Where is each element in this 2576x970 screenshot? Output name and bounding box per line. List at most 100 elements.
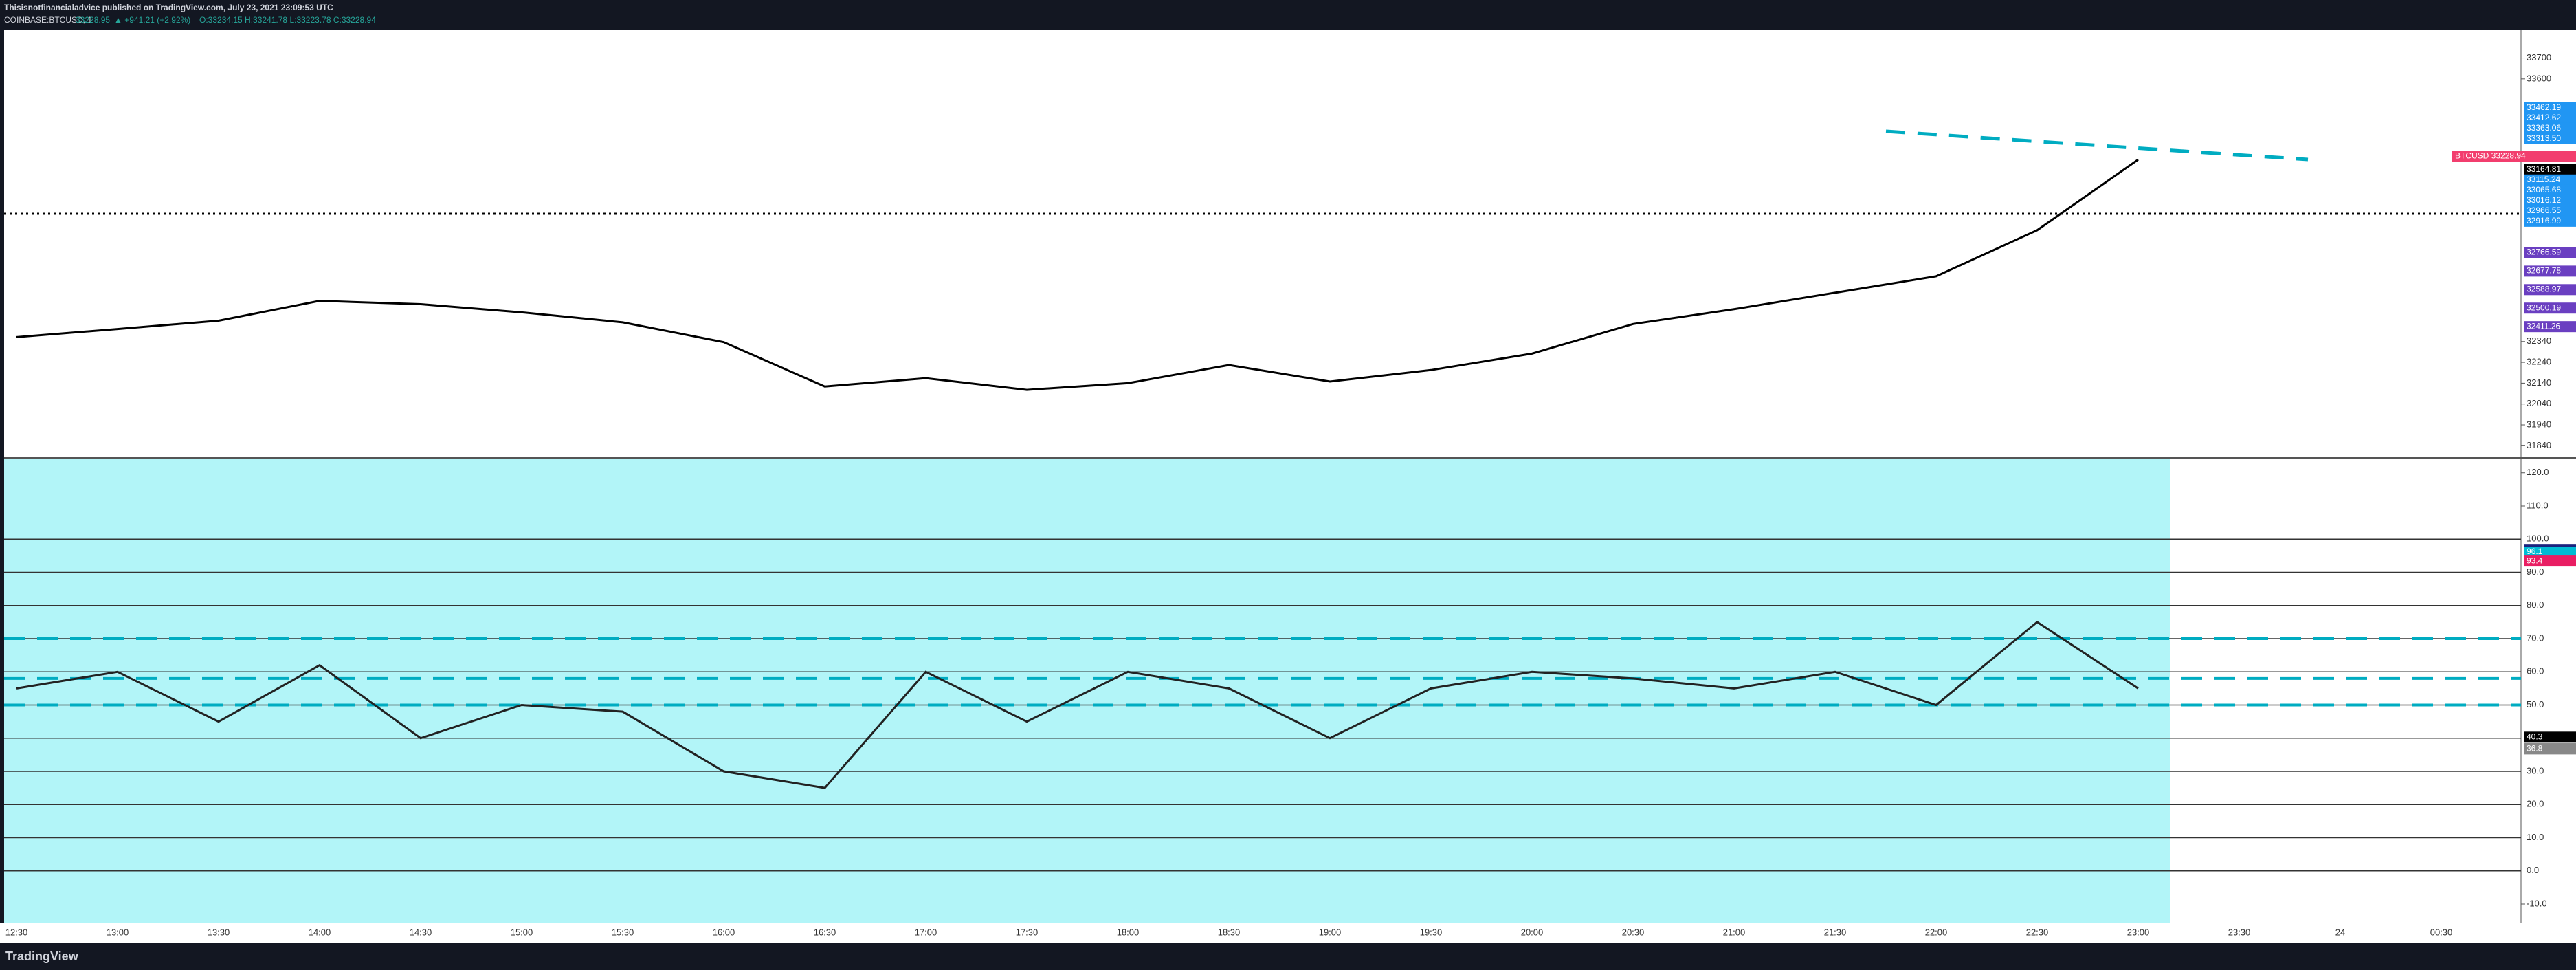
y-tick-label: 32140 [2527, 377, 2551, 388]
ohlc: O:33234.15 H:33241.78 L:33223.78 C:33228… [199, 15, 376, 25]
value-tag-label: 40.3 [2527, 731, 2543, 741]
value-tag-label: 32500.19 [2527, 302, 2561, 312]
x-tick-label: 14:30 [410, 927, 432, 937]
last: 33228.95 [76, 15, 110, 25]
x-tick-label: 12:30 [5, 927, 28, 937]
y-tick-label: 110.0 [2527, 500, 2549, 510]
value-tag-label: 33065.68 [2527, 185, 2561, 195]
y-tick-label: 31840 [2527, 440, 2551, 450]
y-tick-label: 33700 [2527, 52, 2551, 63]
value-tag [2524, 547, 2576, 558]
x-tick-label: 20:30 [1622, 927, 1645, 937]
x-tick-label: 24 [2335, 927, 2345, 937]
value-tag-label: 33164.81 [2527, 164, 2561, 174]
x-tick-label: 19:00 [1319, 927, 1342, 937]
value-tag-label: 93.4 [2527, 555, 2543, 565]
x-tick-label: 23:30 [2228, 927, 2251, 937]
publisher: Thisisnotfinancialadvice published on Tr… [4, 3, 333, 12]
x-tick-label: 16:00 [713, 927, 735, 937]
value-tag [2524, 247, 2576, 258]
value-tag [2524, 284, 2576, 296]
x-tick-label: 22:30 [2026, 927, 2049, 937]
y-tick-label: 32340 [2527, 335, 2551, 346]
value-tag-label: 32588.97 [2527, 284, 2561, 294]
value-tag-label: 33363.06 [2527, 123, 2561, 133]
y-tick-label: 120.0 [2527, 467, 2549, 477]
y-tick-label: 50.0 [2527, 699, 2544, 709]
time-axis [0, 923, 2576, 943]
value-tag [2524, 321, 2576, 333]
value-tag-label: 32766.59 [2527, 247, 2561, 257]
value-tag-label: 32411.26 [2527, 321, 2560, 331]
value-tag [2524, 112, 2576, 124]
y-tick-label: 31940 [2527, 419, 2551, 429]
value-tag [2524, 205, 2576, 217]
x-tick-label: 20:00 [1521, 927, 1544, 937]
x-tick-label: 23:00 [2127, 927, 2150, 937]
value-tag [2524, 133, 2576, 144]
value-tag-label: 32677.78 [2527, 266, 2561, 276]
value-tag [2524, 102, 2576, 113]
value-tag-label: 36.8 [2527, 743, 2543, 753]
value-tag-label: 33462.19 [2527, 102, 2561, 112]
value-tag [2524, 215, 2576, 227]
y-tick-label: -10.0 [2527, 898, 2547, 908]
x-tick-label: 00:30 [2430, 927, 2453, 937]
footer [0, 943, 2576, 970]
x-tick-label: 22:00 [1925, 927, 1948, 937]
value-tag-label: 33313.50 [2527, 133, 2561, 143]
y-tick-label: 32040 [2527, 398, 2551, 408]
series-line [16, 621, 2139, 789]
x-tick-label: 21:30 [1824, 927, 1847, 937]
value-tag-label: 96.1 [2527, 547, 2543, 556]
y-tick-label: 33600 [2527, 73, 2551, 83]
y-tick-label: 60.0 [2527, 666, 2544, 676]
y-tick-label: 90.0 [2527, 566, 2544, 577]
x-tick-label: 16:30 [814, 927, 836, 937]
value-tag [2524, 174, 2576, 186]
x-tick-label: 17:30 [1016, 927, 1039, 937]
x-tick-label: 18:30 [1218, 927, 1241, 937]
x-tick-label: 19:30 [1420, 927, 1443, 937]
x-tick-label: 13:30 [208, 927, 230, 937]
value-tag-label: 32916.99 [2527, 216, 2561, 225]
value-tag [2524, 731, 2576, 743]
value-tag-label: 33412.62 [2527, 113, 2561, 122]
y-tick-label: 32240 [2527, 357, 2551, 367]
x-tick-label: 14:00 [309, 927, 331, 937]
value-tag [2524, 265, 2576, 277]
x-tick-label: 21:00 [1723, 927, 1746, 937]
top-bar [0, 0, 2576, 30]
y-tick-label: 0.0 [2527, 865, 2539, 875]
value-tag [2524, 555, 2576, 567]
value-tag [2524, 164, 2576, 175]
x-tick-label: 17:00 [915, 927, 937, 937]
x-tick-label: 13:00 [107, 927, 129, 937]
y-tick-label: 10.0 [2527, 832, 2544, 842]
change: ▲ +941.21 (+2.92%) [114, 15, 190, 25]
brand: TradingView [5, 949, 79, 963]
x-tick-label: 15:00 [511, 927, 533, 937]
series-line [16, 158, 2139, 391]
x-tick-label: 15:30 [612, 927, 634, 937]
trendline [1885, 129, 2309, 162]
y-tick-label: 80.0 [2527, 599, 2544, 610]
symbol: COINBASE:BTCUSD, 1 [4, 15, 92, 25]
price-panel [4, 30, 2521, 457]
value-tag-label: 32966.55 [2527, 206, 2561, 215]
y-tick-label: 30.0 [2527, 765, 2544, 775]
x-tick-label: 18:00 [1117, 927, 1140, 937]
y-tick-label: 100.0 [2527, 533, 2549, 544]
value-tag [2524, 195, 2576, 206]
value-tag [2524, 302, 2576, 314]
value-tag [2524, 743, 2576, 755]
value-tag-label: BTCUSD 33228.94 [2455, 151, 2526, 160]
value-tag [2524, 184, 2576, 196]
y-tick-label: 20.0 [2527, 799, 2544, 809]
y-tick-label: 70.0 [2527, 632, 2544, 643]
value-tag [2452, 151, 2576, 162]
value-tag-label: 33016.12 [2527, 195, 2561, 205]
value-tag [2524, 122, 2576, 134]
